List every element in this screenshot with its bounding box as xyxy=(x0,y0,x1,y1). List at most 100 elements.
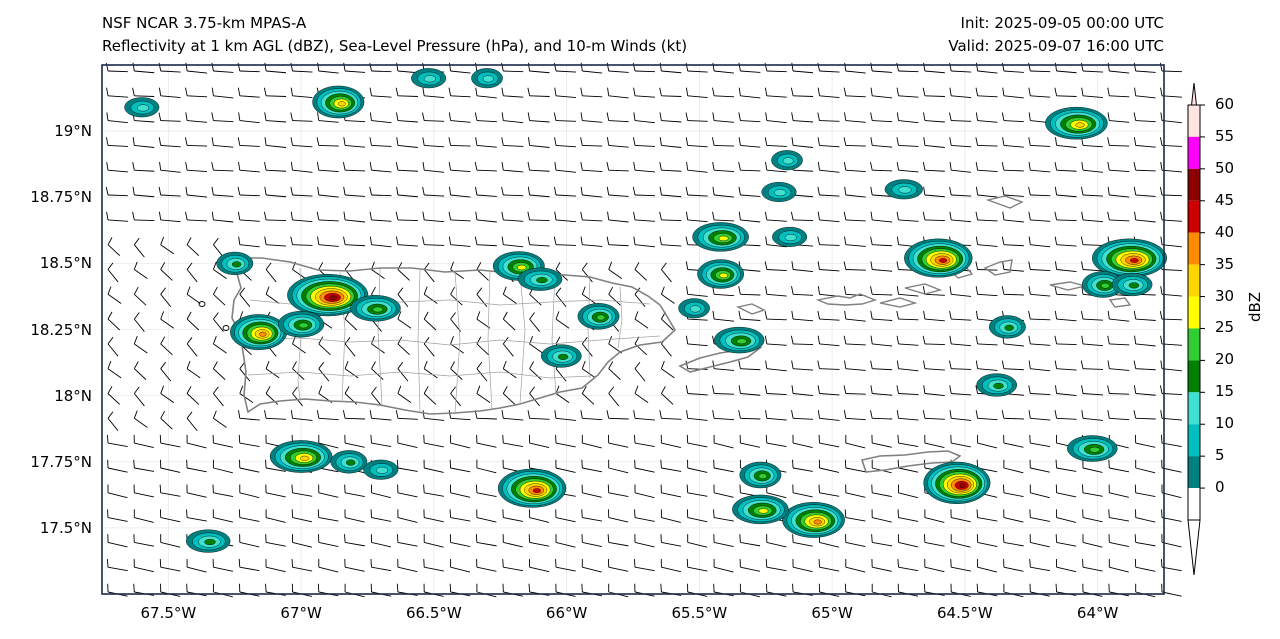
wind-barb xyxy=(1161,583,1182,597)
wind-barb xyxy=(659,211,682,222)
wind-barb xyxy=(369,112,392,124)
wind-barb xyxy=(949,310,972,321)
wind-barb xyxy=(448,137,471,147)
lon-tick-label: 64°W xyxy=(1076,604,1119,622)
wind-barb xyxy=(1107,360,1130,371)
echo-level xyxy=(784,233,797,241)
wind-barb xyxy=(1054,310,1077,322)
wind-barb xyxy=(687,459,708,473)
wind-barb xyxy=(791,286,814,296)
wind-barb xyxy=(712,410,735,421)
wind-barb xyxy=(818,558,840,572)
echo-cell xyxy=(230,314,288,350)
wind-barb xyxy=(290,112,313,122)
wind-barb xyxy=(1107,186,1130,198)
wind-barb xyxy=(106,558,128,572)
wind-barb xyxy=(186,558,207,573)
wind-barb xyxy=(502,386,516,405)
wind-barb xyxy=(975,236,998,247)
wind-barb xyxy=(738,410,761,420)
wind-barb xyxy=(1107,410,1130,421)
colorbar-tick-label: 40 xyxy=(1215,222,1235,241)
wind-barb xyxy=(817,335,840,347)
wind-barb xyxy=(580,112,603,123)
wind-barb xyxy=(922,211,945,222)
wind-barb xyxy=(422,211,445,223)
wind-barb xyxy=(685,137,708,148)
wind-barb xyxy=(369,87,392,98)
wind-barb xyxy=(1135,459,1156,474)
wind-barb xyxy=(529,434,550,449)
wind-barb xyxy=(844,360,866,371)
wind-barb xyxy=(739,434,761,448)
wind-barb xyxy=(1029,459,1050,473)
wind-barb xyxy=(395,162,418,172)
wind-barb xyxy=(422,137,445,148)
wind-barb xyxy=(1029,434,1051,448)
colorbar-swatch xyxy=(1188,328,1200,361)
wind-barb xyxy=(186,360,201,379)
wind-barb xyxy=(713,534,734,547)
wind-barb xyxy=(476,287,488,308)
wind-barb xyxy=(713,558,734,573)
wind-barb xyxy=(317,62,339,74)
wind-barb xyxy=(871,534,892,547)
colorbar-swatch xyxy=(1188,488,1200,520)
wind-barb xyxy=(238,236,260,248)
wind-barb xyxy=(448,87,471,98)
wind-barb xyxy=(843,137,866,147)
slp-contour xyxy=(222,325,230,331)
echo-cell xyxy=(923,461,991,504)
wind-barb xyxy=(476,385,491,404)
echo-level xyxy=(517,264,527,271)
wind-barb xyxy=(712,87,735,98)
wind-barb xyxy=(290,186,313,197)
wind-barb xyxy=(685,360,708,370)
wind-barb xyxy=(633,87,655,98)
wind-barb xyxy=(844,62,866,74)
wind-barb xyxy=(738,360,761,371)
wind-barb xyxy=(397,287,409,308)
wind-barb xyxy=(529,509,550,523)
wind-barb xyxy=(844,459,866,473)
wind-barb xyxy=(132,87,155,97)
wind-barb xyxy=(1134,534,1156,547)
wind-barb xyxy=(764,261,787,271)
wind-barb xyxy=(474,112,497,123)
sint-maarten-coastline xyxy=(983,259,1013,276)
echo-level xyxy=(231,261,242,268)
echo-level xyxy=(774,189,787,197)
wind-barb xyxy=(1161,509,1182,522)
wind-barb xyxy=(501,211,524,222)
wind-barb xyxy=(264,186,287,198)
wind-barb xyxy=(107,311,121,331)
wind-barb xyxy=(158,112,181,122)
wind-barb xyxy=(922,335,945,346)
title-right-line-1: Init: 2025-09-05 00:00 UTC xyxy=(960,14,1164,32)
wind-barb xyxy=(1002,211,1024,223)
echo-cell xyxy=(1045,106,1108,140)
wind-barb xyxy=(475,137,497,148)
wind-barb xyxy=(818,484,840,497)
wind-barb xyxy=(264,410,287,420)
wind-barb xyxy=(553,236,577,246)
wind-barb xyxy=(896,137,919,147)
wind-barb xyxy=(922,286,945,296)
wind-barb xyxy=(397,385,412,404)
wind-barb xyxy=(817,186,840,197)
colorbar xyxy=(1187,82,1205,576)
wind-barb xyxy=(580,62,603,74)
wind-barb xyxy=(1001,162,1024,172)
wind-barb xyxy=(949,137,972,148)
wind-barb xyxy=(449,186,471,198)
wind-barb xyxy=(1056,509,1077,523)
wind-barb xyxy=(527,211,550,222)
wind-barb xyxy=(765,410,787,421)
wind-barb xyxy=(317,186,339,198)
wind-barb xyxy=(423,534,444,548)
wind-barb xyxy=(213,386,224,407)
wind-barb xyxy=(527,236,550,247)
wind-barb xyxy=(133,558,154,573)
wind-barb xyxy=(554,410,576,421)
wind-barb xyxy=(263,211,287,222)
